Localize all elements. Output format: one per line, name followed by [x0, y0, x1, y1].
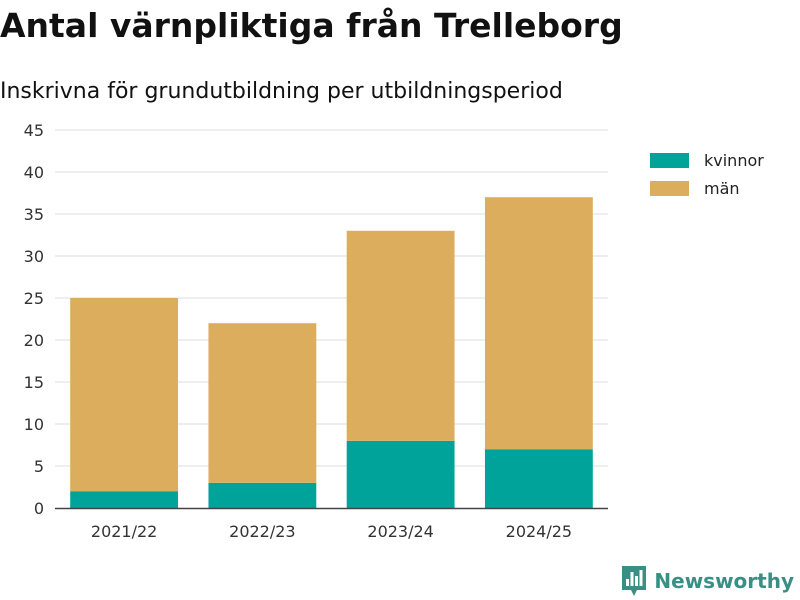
- x-tick-label: 2022/23: [229, 522, 295, 541]
- x-tick-label: 2024/25: [506, 522, 572, 541]
- bar-segment: [208, 323, 317, 483]
- legend-item: kvinnor: [650, 146, 764, 174]
- y-tick-label: 25: [24, 289, 44, 308]
- bar-segment: [70, 491, 179, 508]
- y-tick-label: 20: [24, 331, 44, 350]
- newsworthy-brand: Newsworthy: [622, 566, 794, 596]
- legend-swatch: [650, 152, 689, 168]
- y-tick-label: 5: [34, 457, 44, 476]
- bar-segment: [208, 482, 317, 508]
- y-axis-ticks: 0 5 10 15 20 25 30 35 40 45: [24, 121, 44, 518]
- bar-segment: [346, 440, 455, 508]
- y-tick-label: 10: [24, 415, 44, 434]
- legend-item: män: [650, 174, 764, 202]
- brand-name: Newsworthy: [654, 569, 794, 593]
- bars: [70, 197, 593, 508]
- bar-segment: [346, 230, 455, 441]
- x-axis-ticks: 2021/22 2022/23 2023/24 2024/25: [91, 522, 572, 541]
- legend: kvinnor män: [650, 146, 764, 202]
- x-tick-label: 2023/24: [367, 522, 433, 541]
- chart-title: Antal värnpliktiga från Trelleborg: [0, 6, 623, 45]
- y-tick-label: 45: [24, 121, 44, 140]
- y-tick-label: 40: [24, 163, 44, 182]
- y-tick-label: 15: [24, 373, 44, 392]
- x-tick-label: 2021/22: [91, 522, 157, 541]
- bar-segment: [484, 197, 593, 450]
- bar-segment: [484, 449, 593, 508]
- legend-label: kvinnor: [704, 150, 764, 170]
- bar-segment: [70, 298, 179, 492]
- y-tick-label: 35: [24, 205, 44, 224]
- y-tick-label: 30: [24, 247, 44, 266]
- newsworthy-logo-icon: [622, 566, 647, 596]
- legend-swatch: [650, 180, 689, 196]
- legend-label: män: [704, 178, 740, 198]
- y-tick-label: 0: [34, 499, 44, 518]
- chart-subtitle: Inskrivna för grundutbildning per utbild…: [0, 79, 563, 104]
